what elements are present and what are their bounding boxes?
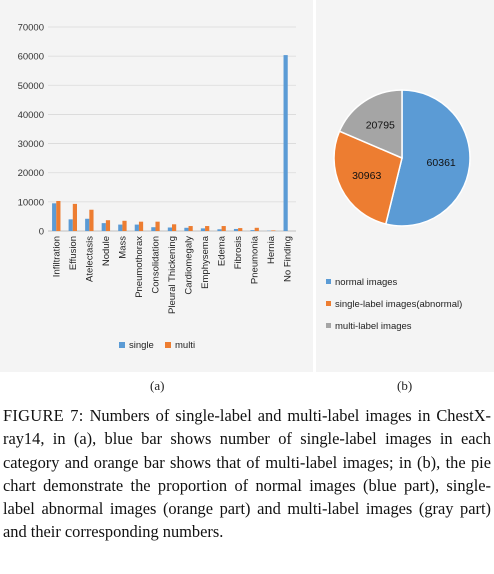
caption-text: Numbers of single-label and multi-label … xyxy=(3,406,491,542)
pie-chart-panel: 60361 30963 20795 normal images single-label… xyxy=(316,0,494,372)
legend-label: multi-label images xyxy=(335,321,412,332)
bar-single xyxy=(250,230,255,231)
x-category-label: No Finding xyxy=(283,236,294,282)
figure-number: FIGURE 7: xyxy=(3,406,84,425)
x-category-label: Fibrosis xyxy=(233,236,244,270)
legend-label: normal images xyxy=(335,277,398,288)
pie-slice-value-label: 30963 xyxy=(352,170,381,182)
bar-single xyxy=(118,224,123,231)
y-tick-label: 70000 xyxy=(18,23,44,34)
bar-single xyxy=(167,227,172,231)
bar-multi xyxy=(56,200,61,231)
x-category-label: Pneumonia xyxy=(250,235,261,284)
legend-swatch-multi xyxy=(165,342,171,348)
x-category-label: Nodule xyxy=(101,236,112,266)
bar-single xyxy=(200,228,206,231)
subfigure-label-b: (b) xyxy=(397,378,413,393)
x-category-label: Atelectasis xyxy=(84,236,95,282)
x-category-label: Effusion xyxy=(68,236,79,270)
pie-chart: 60361 30963 20795 normal images single-label… xyxy=(326,89,471,332)
bar-multi xyxy=(221,226,226,231)
bar-multi xyxy=(205,226,210,231)
legend-label: single-label images(abnormal) xyxy=(335,299,462,310)
bar-single xyxy=(217,229,222,231)
x-category-label: Hernia xyxy=(266,235,277,264)
x-category-label: Pneumothorax xyxy=(134,236,145,298)
legend-label-single: single xyxy=(129,340,154,351)
bar-single xyxy=(85,218,90,231)
bar-chart: 0 10000 20000 30000 40000 50000 60000 70000 Infi… xyxy=(18,23,296,351)
bar-single xyxy=(52,203,57,231)
bar-single xyxy=(101,223,106,231)
pie-slice-value-label: 20795 xyxy=(366,120,395,132)
y-tick-label: 40000 xyxy=(18,110,44,121)
legend-label-multi: multi xyxy=(175,340,195,351)
x-category-label: Infiltration xyxy=(51,236,62,277)
legend-swatch-single xyxy=(119,342,125,348)
bar-single xyxy=(134,224,139,231)
bar-multi xyxy=(122,220,127,231)
bar-multi xyxy=(89,209,94,231)
x-category-label: Consolidation xyxy=(150,236,161,294)
subfigure-label-a: (a) xyxy=(150,378,165,393)
legend-swatch-2 xyxy=(326,323,331,328)
pie-slice-value-label: 60361 xyxy=(427,157,456,169)
bar-multi xyxy=(72,203,77,231)
pie-slice-2 xyxy=(338,89,403,160)
pie-slice-1 xyxy=(333,130,403,225)
bar-single xyxy=(151,227,156,231)
bar-multi xyxy=(172,224,177,231)
bar-multi xyxy=(155,221,160,231)
figure-caption: FIGURE 7: Numbers of single-label and mu… xyxy=(3,404,491,544)
x-category-label: Pleural Thickening xyxy=(167,236,178,314)
bar-single xyxy=(68,219,73,231)
bar-multi xyxy=(271,230,276,231)
bar-multi xyxy=(188,226,193,231)
bar-single xyxy=(233,228,239,231)
x-category-label: Cardiomegaly xyxy=(184,236,195,295)
legend-swatch-0 xyxy=(326,279,331,284)
legend-swatch-1 xyxy=(326,301,331,306)
bar-single xyxy=(184,227,189,231)
bar-single xyxy=(283,55,288,231)
y-tick-label: 30000 xyxy=(18,139,44,150)
pie-slice-0 xyxy=(384,89,471,227)
y-tick-label: 60000 xyxy=(18,52,44,63)
y-tick-label: 20000 xyxy=(18,168,44,179)
bar-multi xyxy=(138,221,144,231)
bar-multi xyxy=(105,220,111,231)
bar-multi xyxy=(254,227,259,231)
x-category-label: Edema xyxy=(217,235,228,266)
y-tick-label: 10000 xyxy=(18,197,44,208)
x-category-label: Emphysema xyxy=(200,235,211,289)
bar-multi xyxy=(238,228,243,231)
y-tick-label: 50000 xyxy=(18,81,44,92)
bar-chart-panel: 0 10000 20000 30000 40000 50000 60000 70000 Infi… xyxy=(0,0,313,372)
y-tick-label: 0 xyxy=(39,227,44,238)
x-category-label: Mass xyxy=(117,236,128,259)
